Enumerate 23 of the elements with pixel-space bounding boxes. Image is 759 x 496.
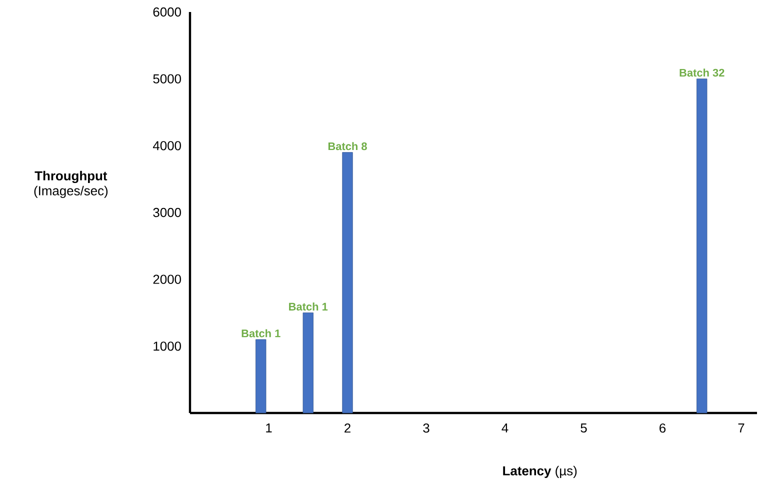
bar [256,339,266,414]
y-tick-label: 2000 [153,274,181,284]
annotation: Batch 32 [680,68,724,77]
x-tick-label: 1 [266,424,272,432]
y-axis-title: Throughput (Images/sec) [34,170,108,198]
annotation: Batch 8 [328,142,367,150]
x-tick-label: 3 [423,423,430,433]
bar [342,152,353,414]
x-tick-label: 2 [344,423,350,433]
y-tick-label: 1000 [154,342,181,351]
y-tick-label: 4000 [152,141,181,150]
y-tick-label: 3000 [153,208,181,218]
bar [302,312,314,414]
y-tick-label: 5000 [153,74,181,84]
annotation: Batch 1 [289,302,328,311]
x-tick-label: 7 [738,424,744,432]
x-axis-title: Latency (µs) [503,466,577,478]
x-tick-label: 5 [580,424,587,433]
y-tick-label: 6000 [153,7,181,17]
x-tick-label: 4 [502,424,508,432]
bar [696,78,708,414]
annotation: Batch 1 [242,329,280,338]
x-tick-label: 6 [660,423,666,433]
